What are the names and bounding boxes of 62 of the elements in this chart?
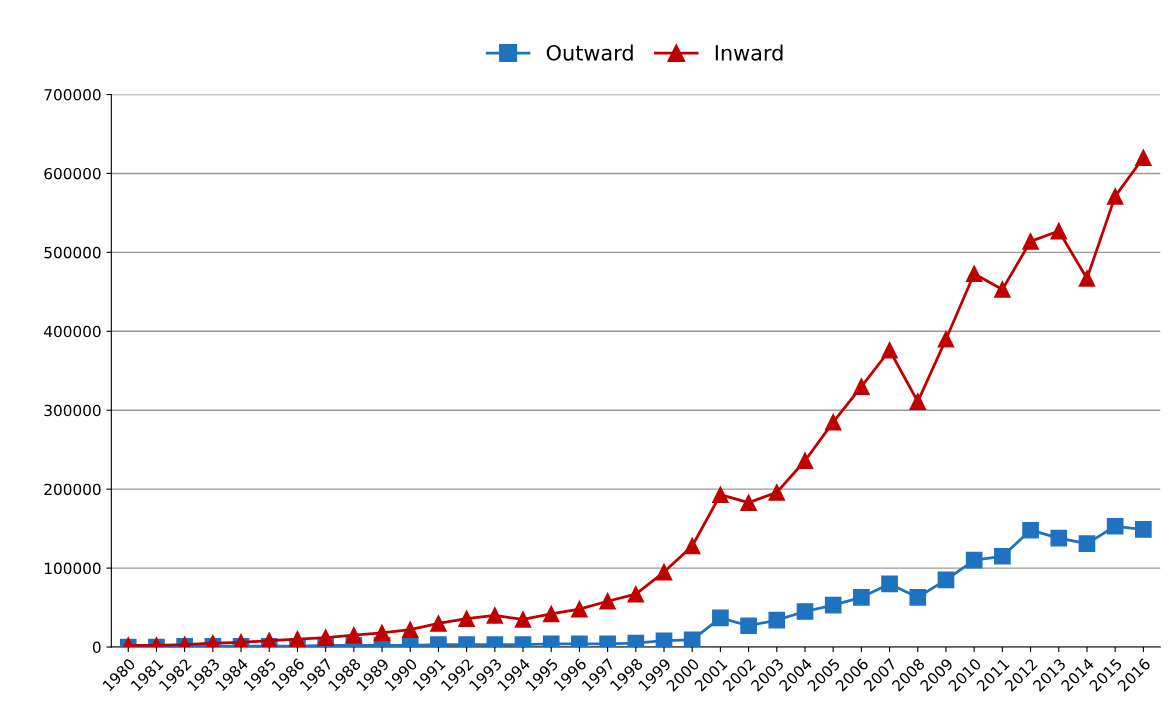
point [430, 615, 447, 632]
point [627, 634, 645, 648]
legend-label: Outward [546, 44, 633, 61]
point [1078, 535, 1096, 552]
point [824, 413, 842, 431]
y-tick-label: 200000 [44, 483, 101, 496]
point [401, 621, 419, 638]
y-tick-label: 500000 [44, 246, 101, 259]
point [1078, 270, 1096, 287]
point [486, 607, 504, 624]
point [1050, 529, 1068, 547]
point [542, 605, 560, 623]
point [655, 632, 673, 648]
point [1135, 149, 1152, 166]
point [740, 494, 757, 511]
legend-label: Inward [715, 44, 783, 61]
point [1135, 521, 1152, 538]
point [937, 330, 955, 348]
point [289, 630, 306, 648]
point [571, 600, 588, 618]
point [768, 611, 786, 629]
point [683, 631, 701, 648]
point [881, 575, 898, 593]
point [345, 626, 363, 644]
point [599, 592, 616, 610]
point [965, 551, 983, 569]
point [768, 483, 786, 501]
point [909, 588, 927, 606]
y-tick-label: 400000 [44, 325, 101, 338]
point [853, 588, 870, 606]
point [712, 609, 729, 627]
point [514, 611, 532, 628]
y-tick-label: 300000 [44, 404, 101, 417]
y-tick-label: 600000 [44, 167, 101, 180]
point [994, 281, 1011, 298]
point [796, 452, 814, 470]
point [683, 537, 701, 555]
point [317, 629, 334, 646]
point [1022, 232, 1039, 250]
y-tick-label: 700000 [44, 88, 101, 101]
point [796, 603, 814, 620]
point [824, 596, 842, 614]
point [1106, 187, 1124, 205]
y-tick-label: 100000 [44, 562, 101, 575]
point [853, 378, 870, 395]
point [1050, 222, 1068, 240]
point [909, 393, 927, 410]
point [1106, 517, 1124, 535]
point [458, 610, 475, 627]
point [937, 571, 955, 589]
point [655, 563, 673, 581]
point [373, 624, 391, 642]
point [712, 486, 729, 504]
point [232, 633, 250, 648]
point [1022, 521, 1039, 539]
point [627, 585, 645, 603]
point [881, 341, 898, 359]
point [260, 632, 278, 648]
point [994, 547, 1011, 565]
point [965, 265, 983, 283]
y-tick-label: 0 [92, 641, 101, 654]
point [740, 617, 757, 635]
